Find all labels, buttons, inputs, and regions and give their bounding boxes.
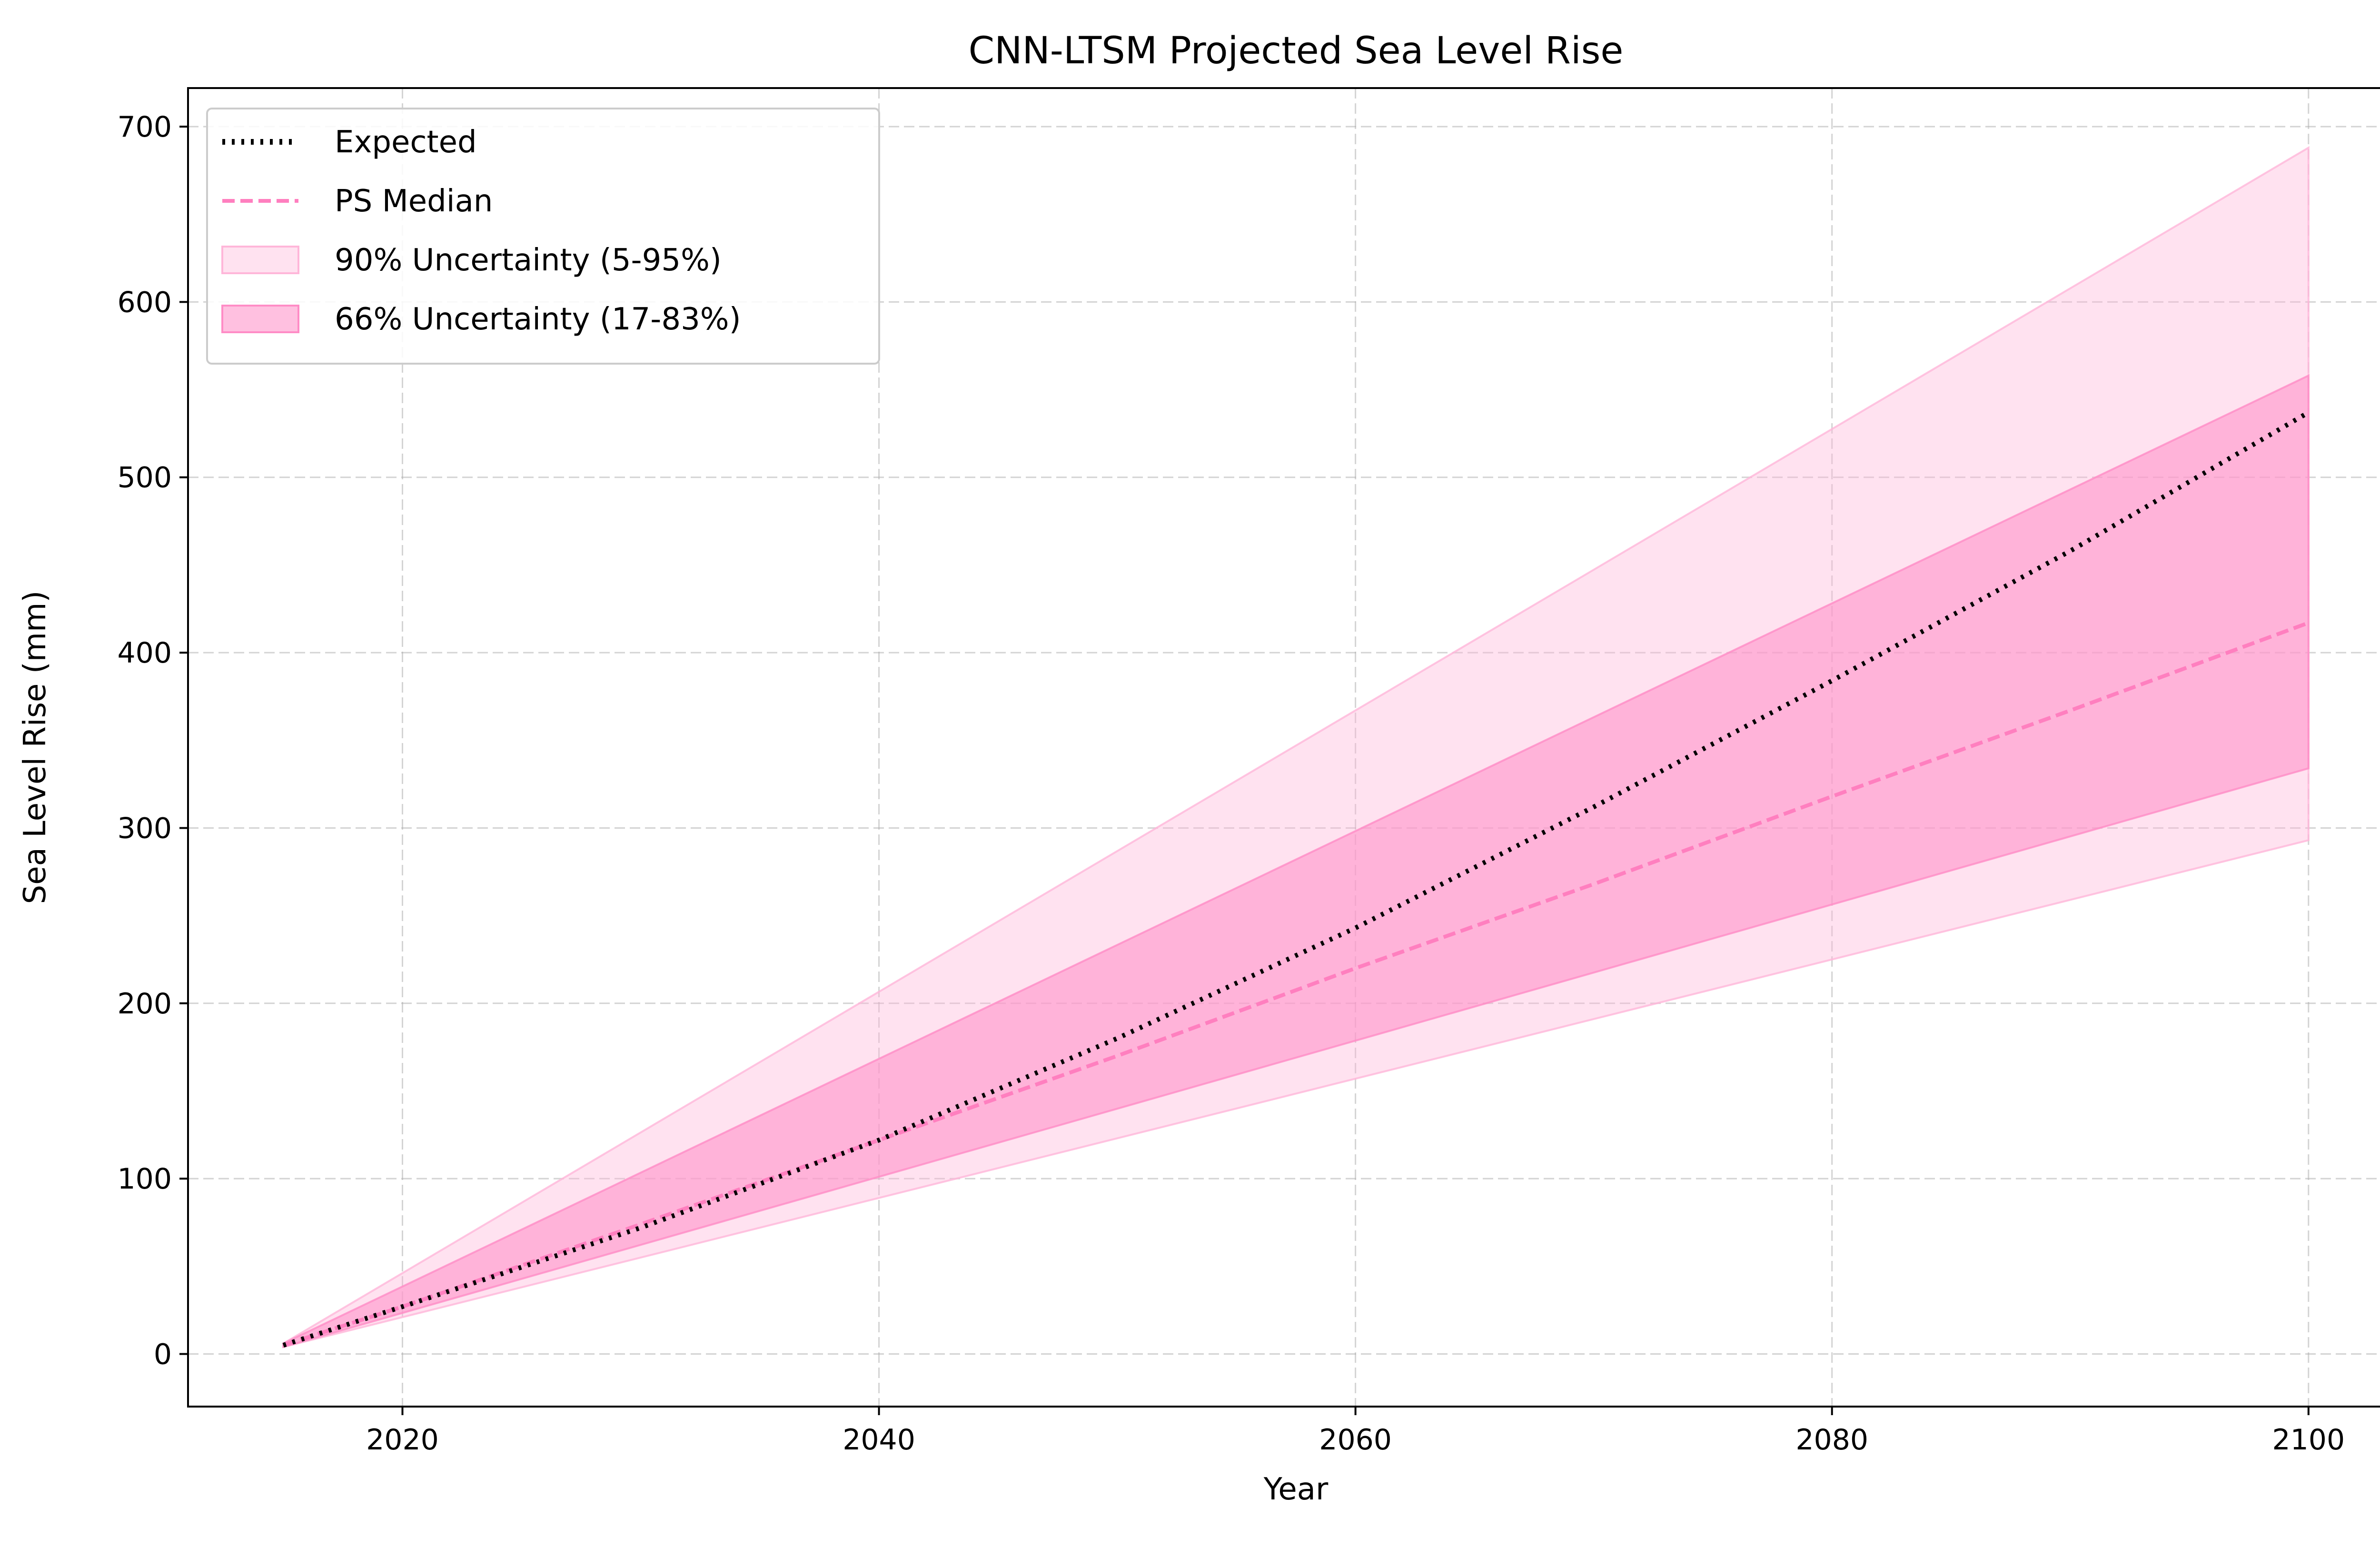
- legend-label-ps-median: PS Median: [335, 184, 493, 219]
- uncertainty-bands: [282, 146, 2310, 1349]
- x-tick-label-2060: 2060: [1319, 1423, 1392, 1457]
- y-tick-label-100: 100: [117, 1162, 172, 1196]
- y-tick-label-600: 600: [117, 286, 172, 319]
- axis-ticks: 2020 2040 2060 2080 2100 0 100 200 300 400 500 600 7…: [117, 110, 2345, 1457]
- x-tick-label-2040: 2040: [843, 1423, 915, 1457]
- legend-swatch-90-uncertainty-5-95: [221, 246, 299, 274]
- legend-swatch-66-uncertainty-17-83: [221, 305, 299, 333]
- series-line-expected: [282, 410, 2310, 1348]
- legend-label-expected: Expected: [335, 125, 477, 160]
- y-axis-label: Sea Level Rise (mm): [18, 591, 53, 904]
- y-tick-label-300: 300: [117, 812, 172, 845]
- legend-label-90-uncertainty-5-95: 90% Uncertainty (5-95%): [335, 243, 722, 278]
- x-tick-label-2100: 2100: [2272, 1423, 2345, 1457]
- y-tick-label-200: 200: [117, 987, 172, 1021]
- legend-label-66-uncertainty-17-83: 66% Uncertainty (17-83%): [335, 302, 741, 337]
- x-tick-label-2080: 2080: [1795, 1423, 1868, 1457]
- legend-box: [206, 108, 880, 365]
- y-tick-label-400: 400: [117, 636, 172, 670]
- x-axis-label: Year: [1263, 1472, 1329, 1507]
- series-lines: [282, 410, 2310, 1348]
- legend: Expected PS Median 90% Uncertainty (5-95%)…: [206, 108, 880, 365]
- plot-frame: [187, 87, 2380, 1408]
- y-tick-label-700: 700: [117, 110, 172, 144]
- y-tick-label-500: 500: [117, 461, 172, 495]
- y-tick-label-0: 0: [154, 1338, 172, 1371]
- x-tick-label-2020: 2020: [366, 1423, 439, 1457]
- band-66-uncertainty-17-83: [282, 374, 2310, 1349]
- chart-title: CNN-LTSM Projected Sea Level Rise: [969, 30, 1624, 72]
